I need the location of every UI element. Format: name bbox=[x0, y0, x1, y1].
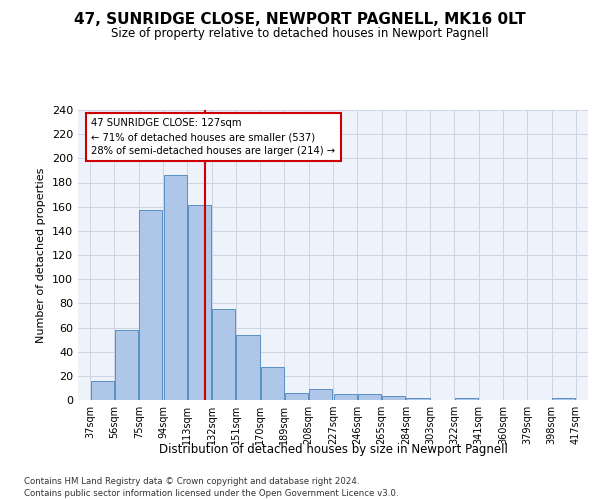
Text: Contains HM Land Registry data © Crown copyright and database right 2024.
Contai: Contains HM Land Registry data © Crown c… bbox=[24, 476, 398, 498]
Bar bbox=[236, 335, 260, 400]
Bar bbox=[91, 380, 114, 400]
Bar bbox=[188, 206, 211, 400]
Y-axis label: Number of detached properties: Number of detached properties bbox=[37, 168, 46, 342]
Bar bbox=[358, 394, 381, 400]
Bar bbox=[552, 398, 575, 400]
Text: Size of property relative to detached houses in Newport Pagnell: Size of property relative to detached ho… bbox=[111, 28, 489, 40]
Text: Distribution of detached houses by size in Newport Pagnell: Distribution of detached houses by size … bbox=[158, 442, 508, 456]
Bar bbox=[139, 210, 163, 400]
Bar bbox=[115, 330, 138, 400]
Text: 47, SUNRIDGE CLOSE, NEWPORT PAGNELL, MK16 0LT: 47, SUNRIDGE CLOSE, NEWPORT PAGNELL, MK1… bbox=[74, 12, 526, 28]
Bar bbox=[261, 368, 284, 400]
Bar bbox=[164, 176, 187, 400]
Bar bbox=[334, 394, 356, 400]
Bar bbox=[285, 393, 308, 400]
Bar bbox=[310, 389, 332, 400]
Bar bbox=[212, 310, 235, 400]
Text: 47 SUNRIDGE CLOSE: 127sqm
← 71% of detached houses are smaller (537)
28% of semi: 47 SUNRIDGE CLOSE: 127sqm ← 71% of detac… bbox=[91, 118, 335, 156]
Bar bbox=[382, 396, 405, 400]
Bar bbox=[455, 398, 478, 400]
Bar bbox=[406, 398, 430, 400]
